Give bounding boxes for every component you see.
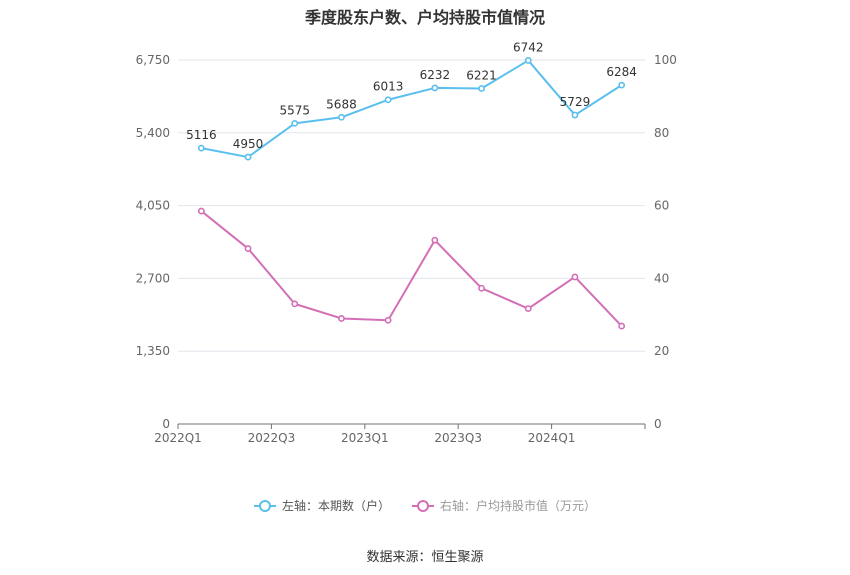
data-point-right	[571, 273, 579, 281]
right-axis-tick-label: 60	[654, 199, 669, 213]
data-point-right	[478, 284, 485, 292]
data-label: 5729	[560, 95, 591, 109]
data-point-right	[618, 322, 626, 330]
left-axis-tick-label: 1,350	[136, 344, 170, 358]
data-label: 4950	[233, 137, 264, 151]
source-note: 数据来源：恒生聚源	[366, 550, 484, 565]
right-axis-tick-label: 0	[654, 417, 662, 431]
data-label: 6742	[513, 40, 544, 54]
data-point-left	[384, 96, 392, 104]
data-point-left	[291, 119, 299, 127]
data-label: 5116	[186, 128, 217, 142]
right-axis-tick-label: 40	[654, 271, 669, 285]
right-axis-tick-label: 20	[654, 344, 669, 358]
data-point-right	[291, 300, 299, 308]
legend-swatch-right	[412, 499, 434, 513]
x-axis-tick-label: 2022Q1	[154, 431, 202, 445]
x-axis-tick-label: 2023Q3	[434, 431, 482, 445]
legend-swatch-left	[253, 499, 276, 513]
data-point-right	[524, 305, 532, 313]
left-axis-tick-label: 6,750	[136, 53, 170, 67]
data-point-left	[571, 111, 579, 119]
data-label: 5575	[279, 103, 310, 117]
legend-item-left[interactable]: 左轴：本期数（户）	[253, 497, 390, 514]
data-point-right	[197, 207, 205, 215]
legend-label-left: 左轴：本期数（户）	[281, 499, 390, 513]
data-point-left	[197, 144, 205, 152]
legend: 左轴：本期数（户） 右轴：户均持股市值（万元）	[0, 497, 850, 514]
data-label: 6284	[606, 65, 637, 79]
legend-item-right[interactable]: 右轴：户均持股市值（万元）	[412, 497, 596, 514]
left-axis-tick-label: 5,400	[136, 126, 170, 140]
x-axis-tick-label: 2023Q1	[341, 431, 389, 445]
data-point-left	[338, 113, 345, 121]
legend-label-right: 右轴：户均持股市值（万元）	[440, 499, 597, 513]
right-axis-tick-label: 100	[654, 53, 677, 67]
data-label: 6232	[420, 68, 451, 82]
data-point-right	[431, 236, 439, 244]
chart-title: 季度股东户数、户均持股市值情况	[304, 8, 545, 27]
data-label: 6013	[373, 80, 404, 94]
data-label: 5688	[326, 97, 357, 111]
series-line-right	[200, 210, 623, 327]
data-point-right	[244, 245, 252, 252]
right-axis-tick-label: 80	[654, 126, 669, 140]
data-point-left	[618, 81, 626, 89]
data-point-left	[478, 85, 485, 92]
x-axis-tick-label: 2024Q1	[528, 431, 576, 445]
data-point-right	[338, 315, 345, 322]
left-axis-tick-label: 2,700	[136, 271, 170, 285]
left-axis-tick-label: 4,050	[136, 199, 170, 213]
series-line-left	[201, 59, 623, 159]
data-point-right	[384, 316, 392, 324]
data-label: 6221	[466, 69, 497, 83]
data-point-left	[524, 57, 532, 64]
left-axis-tick-label: 0	[162, 417, 170, 431]
data-point-left	[244, 153, 252, 161]
data-point-left	[431, 84, 439, 92]
x-axis-tick-label: 2022Q3	[248, 431, 296, 445]
